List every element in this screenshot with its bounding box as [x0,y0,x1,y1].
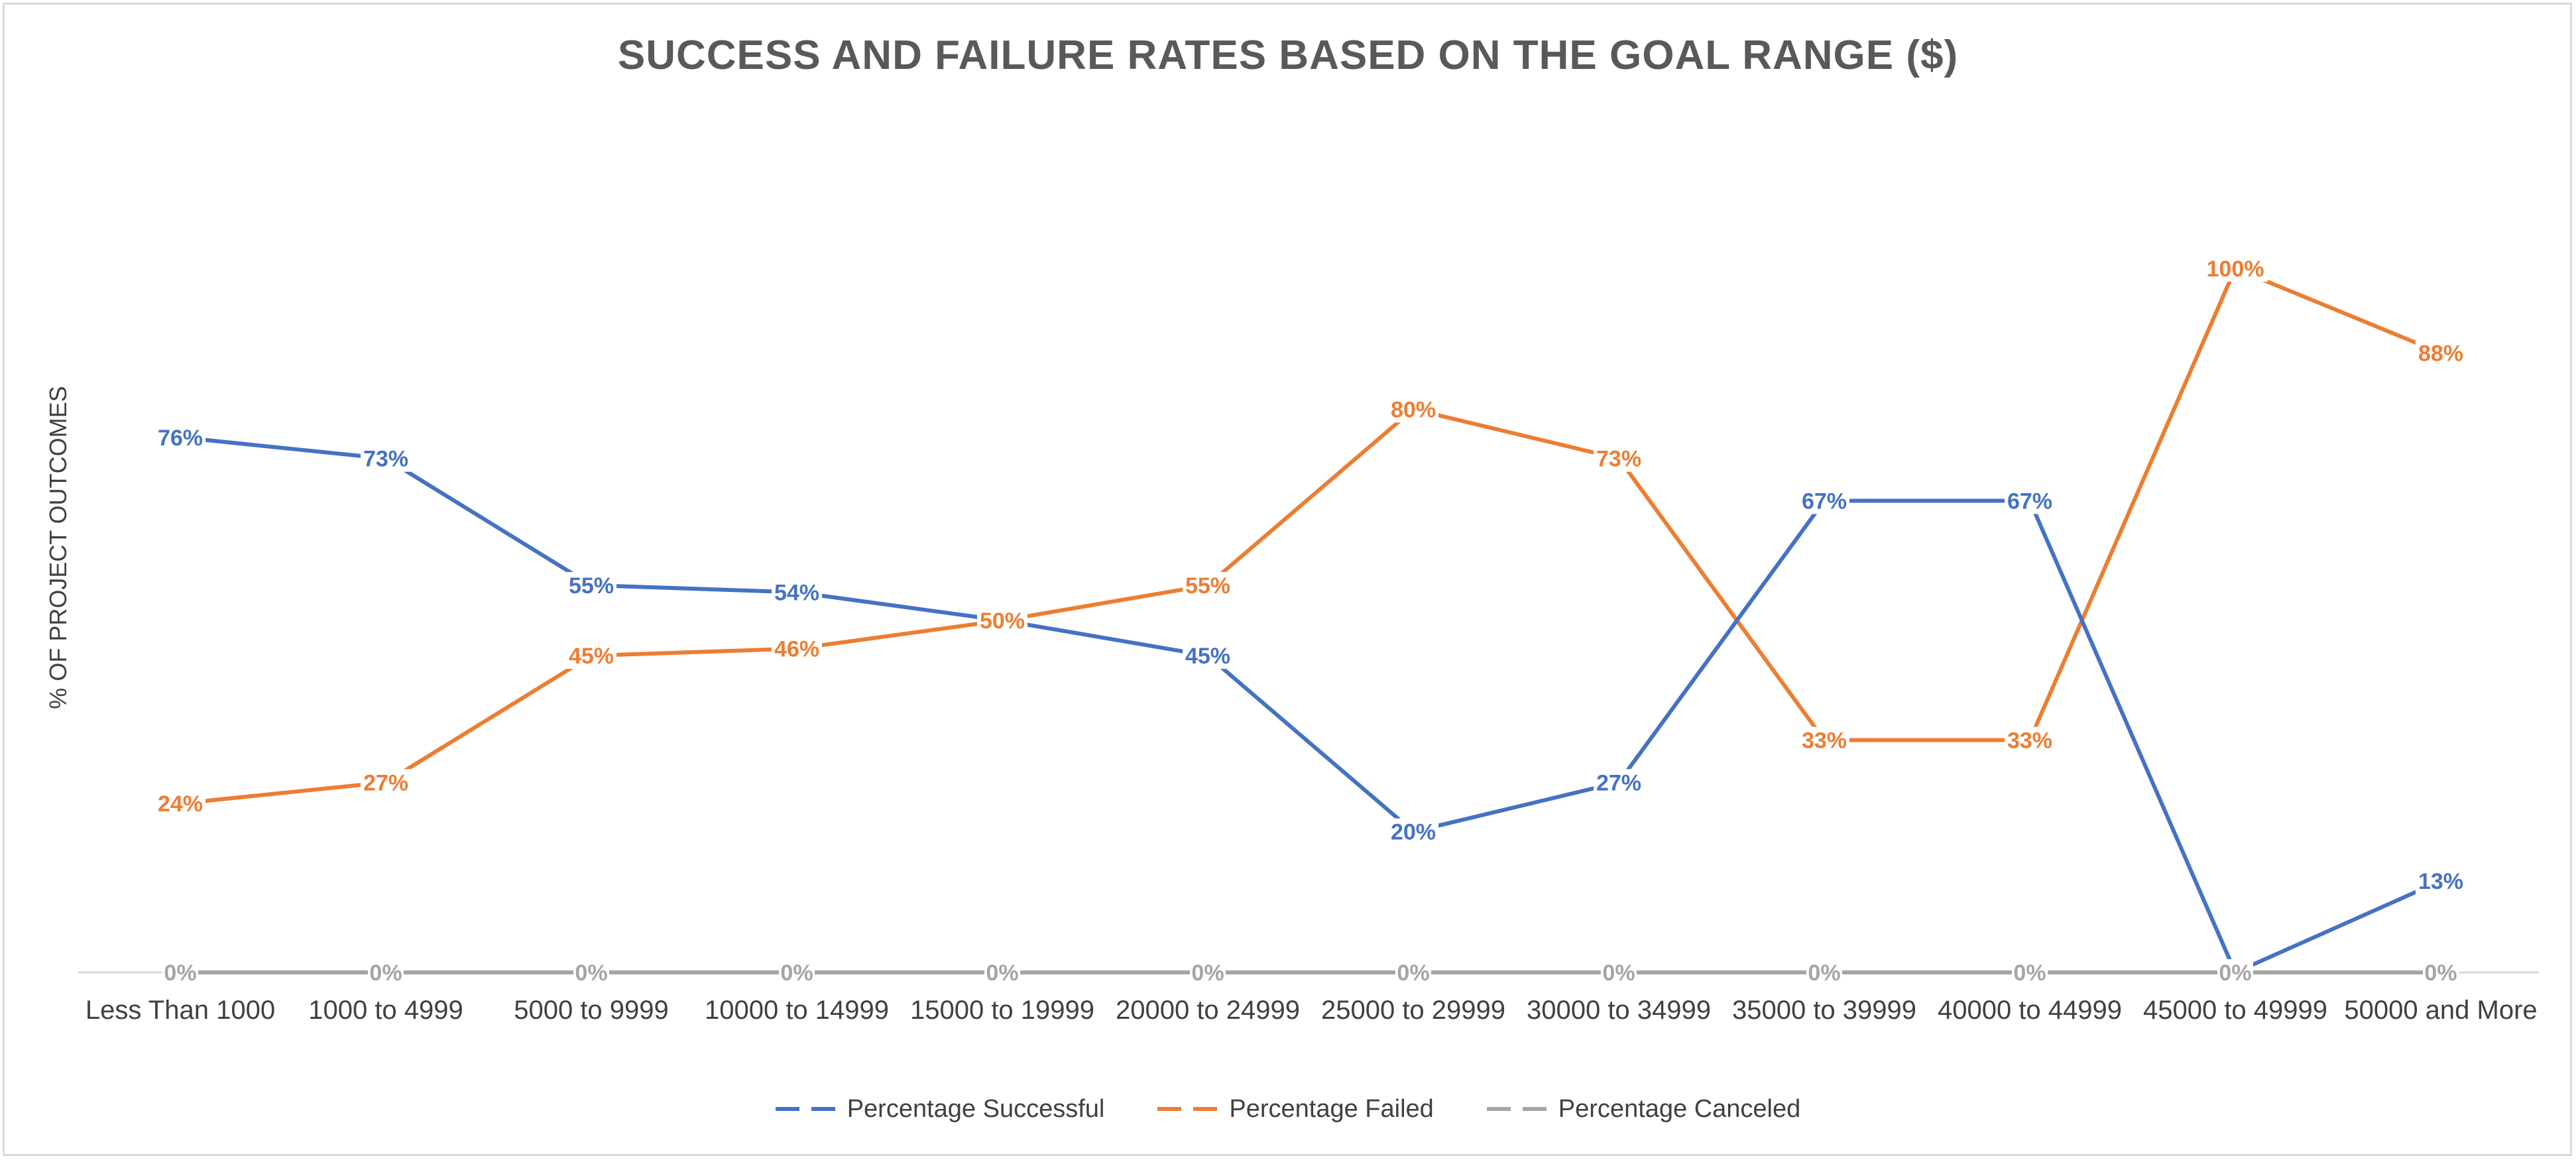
x-tick-label-15000-to-19999: 15000 to 19999 [910,996,1094,1025]
data-label-bg-percentage-successful-8 [1799,487,1849,514]
data-label-percentage-successful-5: 45% [1185,644,1230,669]
legend-label-canceled: Percentage Canceled [1558,1094,1801,1123]
x-tick-label-less-than-1000: Less Than 1000 [86,996,275,1025]
data-label-percentage-canceled-4: 0% [986,960,1018,986]
data-label-percentage-canceled-6: 0% [1397,960,1429,986]
data-label-percentage-failed-5: 55% [1185,573,1230,599]
data-label-bg-percentage-failed-6 [1388,396,1438,423]
x-tick-label-25000-to-29999: 25000 to 29999 [1321,996,1505,1025]
legend-label-failed: Percentage Failed [1229,1094,1434,1123]
x-tick-label-35000-to-39999: 35000 to 39999 [1732,996,1916,1025]
data-label-percentage-failed-2: 45% [569,644,614,669]
data-label-bg-percentage-successful-11 [2416,867,2466,894]
data-label-bg-percentage-successful-3 [772,579,822,606]
data-label-bg-percentage-failed-2 [566,642,616,669]
data-label-percentage-canceled-8: 0% [1808,960,1840,986]
series-line-percentage-failed [178,266,2443,806]
data-label-bg-percentage-failed-5 [1183,571,1233,599]
chart-title: SUCCESS AND FAILURE RATES BASED ON THE G… [617,32,1959,78]
data-label-percentage-failed-6: 80% [1391,397,1436,422]
legend-item-canceled[interactable]: Percentage Canceled [1486,1094,1801,1124]
legend: Percentage Successful Percentage Failed … [0,1092,2576,1126]
data-label-bg-percentage-canceled-6 [1395,959,1431,986]
data-label-percentage-canceled-11: 0% [2424,960,2457,986]
legend-label-successful: Percentage Successful [847,1094,1105,1123]
x-tick-label-50000-and-more: 50000 and More [2344,996,2537,1025]
data-label-percentage-successful-7: 27% [1596,770,1641,795]
data-label-percentage-failed-10: 100% [2207,257,2264,282]
data-label-percentage-successful-9: 67% [2007,489,2052,514]
x-tick-label-1000-to-4999: 1000 to 4999 [308,996,463,1025]
data-label-percentage-canceled-1: 0% [369,960,402,986]
data-label-percentage-successful-6: 20% [1391,820,1436,845]
data-label-percentage-failed-8: 33% [1802,728,1847,754]
data-label-bg-percentage-failed-1 [361,769,411,796]
data-label-bg-percentage-successful-9 [2005,487,2055,514]
legend-swatch-failed [1157,1107,1218,1111]
legend-swatch-successful [775,1107,835,1111]
legend-item-successful[interactable]: Percentage Successful [775,1094,1105,1124]
chart-frame [3,3,2572,1156]
data-label-bg-percentage-canceled-0 [162,959,198,986]
data-label-percentage-canceled-5: 0% [1191,960,1224,986]
data-label-bg-percentage-failed-0 [155,790,205,817]
data-label-bg-percentage-canceled-7 [1601,959,1637,986]
data-label-percentage-failed-9: 33% [2007,728,2052,754]
data-label-bg-percentage-failed-4 [977,607,1027,634]
x-tick-label-40000-to-44999: 40000 to 44999 [1938,996,2122,1025]
data-label-percentage-successful-1: 73% [363,447,408,472]
data-label-bg-percentage-canceled-3 [779,959,815,986]
data-label-percentage-successful-8: 67% [1802,489,1847,514]
data-label-percentage-failed-4: 50% [980,609,1025,634]
data-label-percentage-canceled-3: 0% [780,960,813,986]
data-label-percentage-successful-2: 55% [569,573,614,599]
data-label-bg-percentage-successful-7 [1594,769,1644,796]
data-label-bg-percentage-failed-3 [772,635,822,662]
data-label-bg-percentage-canceled-5 [1190,959,1226,986]
data-label-percentage-failed-3: 46% [774,636,819,662]
data-label-bg-percentage-successful-1 [361,445,411,472]
data-label-bg-percentage-canceled-11 [2423,959,2459,986]
data-label-percentage-failed-0: 24% [158,791,203,817]
data-label-bg-percentage-failed-9 [2005,726,2055,754]
data-label-bg-percentage-canceled-8 [1806,959,1842,986]
series-line-percentage-successful [178,435,2443,974]
data-label-bg-percentage-successful-5 [1183,642,1233,669]
data-label-bg-percentage-successful-0 [155,424,205,451]
data-label-percentage-canceled-7: 0% [1602,960,1635,986]
data-label-bg-percentage-failed-7 [1594,445,1644,472]
data-label-bg-percentage-successful-6 [1388,818,1438,845]
x-tick-label-10000-to-14999: 10000 to 14999 [705,996,889,1025]
data-label-bg-percentage-canceled-9 [2012,959,2048,986]
data-label-percentage-canceled-9: 0% [2013,960,2046,986]
x-tick-label-45000-to-49999: 45000 to 49999 [2143,996,2327,1025]
data-label-percentage-failed-11: 88% [2418,341,2463,366]
data-label-bg-percentage-failed-8 [1799,726,1849,754]
data-label-percentage-failed-7: 73% [1596,447,1641,472]
data-label-bg-percentage-canceled-4 [984,959,1020,986]
data-label-bg-percentage-successful-2 [566,571,616,599]
data-label-bg-percentage-canceled-1 [368,959,404,986]
x-tick-label-30000-to-34999: 30000 to 34999 [1527,996,1711,1025]
legend-item-failed[interactable]: Percentage Failed [1157,1094,1434,1124]
data-label-percentage-successful-11: 13% [2418,869,2463,894]
data-label-bg-percentage-failed-10 [2203,255,2268,282]
data-label-bg-percentage-canceled-10 [2217,959,2253,986]
legend-swatch-canceled [1486,1107,1547,1111]
x-tick-label-20000-to-24999: 20000 to 24999 [1116,996,1300,1025]
data-label-percentage-successful-3: 54% [774,581,819,606]
data-label-percentage-canceled-10: 0% [2219,960,2251,986]
data-label-percentage-canceled-2: 0% [575,960,607,986]
data-label-percentage-successful-0: 76% [158,426,203,451]
data-label-bg-percentage-canceled-2 [573,959,609,986]
data-label-percentage-canceled-0: 0% [164,960,196,986]
x-tick-label-5000-to-9999: 5000 to 9999 [514,996,669,1025]
data-label-percentage-failed-1: 27% [363,770,408,795]
data-label-bg-percentage-failed-11 [2416,339,2466,367]
